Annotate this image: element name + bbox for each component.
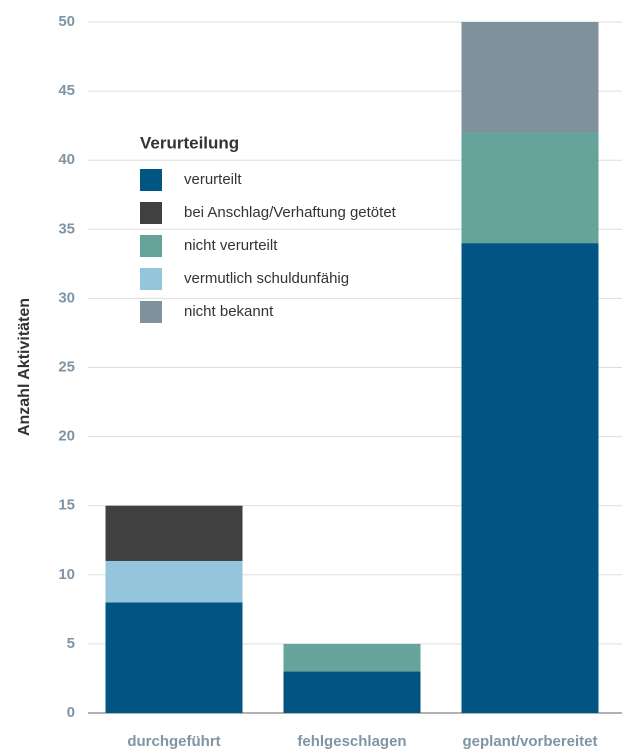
legend-label: vermutlich schuldunfähig	[184, 270, 349, 287]
legend-label: verurteilt	[184, 171, 242, 188]
bar-segment	[461, 243, 599, 713]
y-tick-label: 40	[58, 151, 75, 168]
legend-label: bei Anschlag/Verhaftung getötet	[184, 204, 397, 221]
bar-segment	[105, 602, 243, 713]
y-tick-label: 15	[58, 497, 75, 514]
x-tick-label: durchgeführt	[127, 733, 220, 750]
x-tick-label: fehlgeschlagen	[297, 733, 406, 750]
y-tick-label: 35	[58, 220, 75, 237]
bar-segment	[461, 132, 599, 244]
legend-swatch	[140, 169, 162, 191]
bar-segment	[283, 643, 421, 672]
x-tick-label: geplant/vorbereitet	[462, 733, 597, 750]
bar-segment	[461, 22, 599, 133]
y-tick-label: 10	[58, 566, 75, 583]
legend-swatch	[140, 202, 162, 224]
y-tick-label: 0	[67, 704, 75, 721]
y-tick-label: 5	[67, 635, 75, 652]
y-tick-label: 25	[58, 358, 75, 375]
legend-label: nicht verurteilt	[184, 237, 278, 254]
legend-swatch	[140, 268, 162, 290]
legend-swatch	[140, 235, 162, 257]
y-axis-label: Anzahl Aktivitäten	[16, 298, 33, 436]
legend-label: nicht bekannt	[184, 303, 274, 320]
bar-segment	[105, 505, 243, 561]
y-tick-label: 30	[58, 289, 75, 306]
y-tick-label: 20	[58, 428, 75, 445]
y-tick-label: 45	[58, 82, 75, 99]
bar-segment	[105, 560, 243, 603]
legend-swatch	[140, 301, 162, 323]
y-tick-label: 50	[58, 13, 75, 30]
legend-title: Verurteilung	[140, 133, 239, 152]
bar-segment	[283, 671, 421, 713]
